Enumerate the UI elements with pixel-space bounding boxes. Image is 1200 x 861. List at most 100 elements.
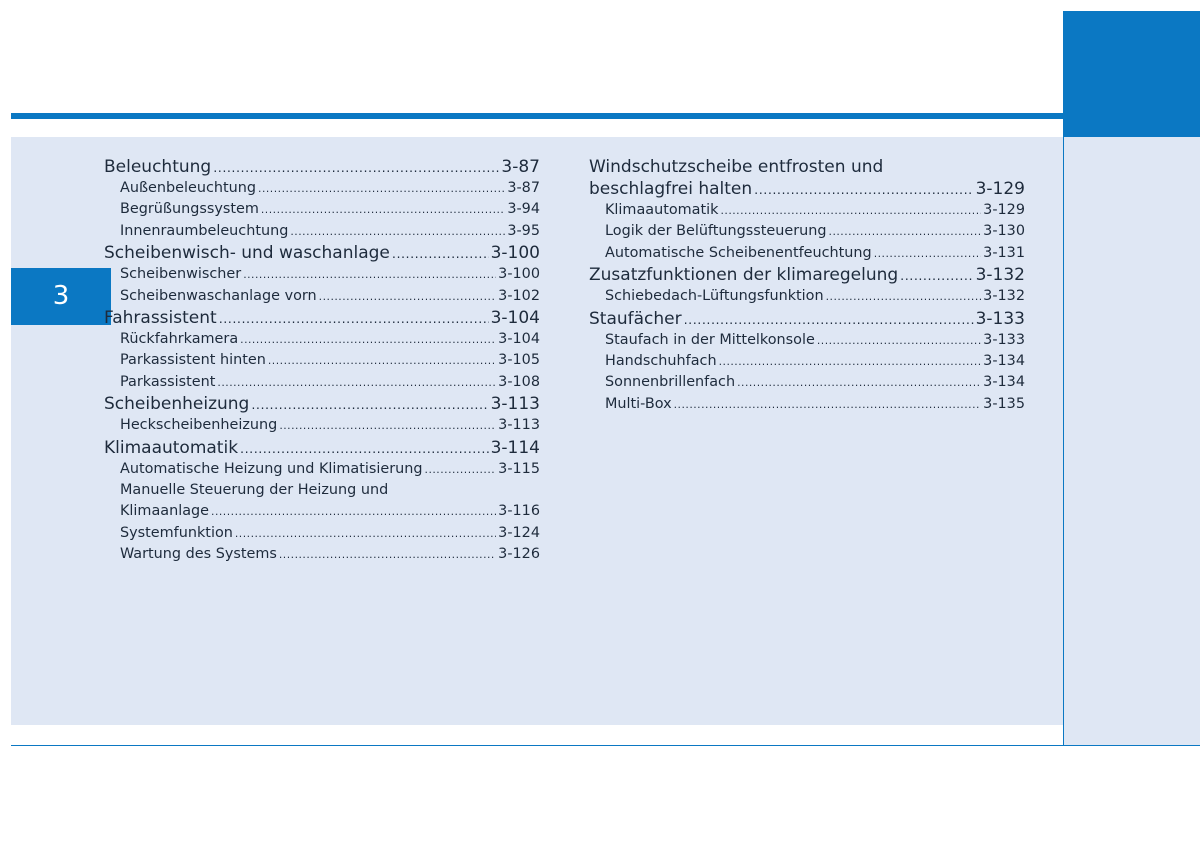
- dot-leader: [211, 501, 496, 522]
- toc-entry-title: Staufächer: [589, 308, 682, 329]
- toc-entry-title: Manuelle Steuerung der Heizung und: [120, 481, 389, 498]
- toc-page-number: 3-133: [983, 331, 1025, 348]
- dot-leader: [217, 372, 496, 393]
- toc-entry-title: Scheibenwisch- und waschanlage: [104, 243, 390, 264]
- dot-leader: [219, 309, 489, 331]
- toc-entry-title: Rückfahrkamera: [120, 330, 239, 347]
- toc-page-number: 3-133: [975, 308, 1025, 329]
- toc-subsection-entry[interactable]: Klimaautomatik 3-129: [589, 200, 1025, 221]
- toc-page-number: 3-132: [983, 288, 1025, 305]
- toc-subsection-entry[interactable]: Systemfunktion 3-124: [104, 523, 540, 544]
- toc-section-entry[interactable]: Klimaautomatik 3-114: [104, 437, 540, 459]
- toc-right-column: Windschutzscheibe entfrosten und beschlag…: [589, 156, 1025, 415]
- side-divider: [1063, 137, 1064, 745]
- toc-entry-title: Fahrassistent: [104, 307, 217, 328]
- toc-subsection-entry[interactable]: Klimaanlage 3-116: [104, 501, 540, 522]
- toc-subsection-entry[interactable]: Schiebedach-Lüftungsfunktion 3-132: [589, 286, 1025, 307]
- toc-subsection-entry[interactable]: Handschuhfach 3-134: [589, 351, 1025, 372]
- toc-page-number: 3-113: [498, 417, 540, 434]
- toc-subsection-entry[interactable]: Staufach in der Mittelkonsole 3-133: [589, 330, 1025, 351]
- toc-page-number: 3-95: [507, 222, 540, 239]
- toc-subsection-entry[interactable]: Automatische Heizung und Klimatisierung 3…: [104, 459, 540, 480]
- toc-entry-title: Parkassistent: [120, 373, 216, 390]
- dot-leader: [817, 330, 981, 351]
- toc-subsection-entry[interactable]: Sonnenbrillenfach 3-134: [589, 372, 1025, 393]
- toc-subsection-entry[interactable]: Scheibenwaschanlage vorn 3-102: [104, 286, 540, 307]
- toc-section-entry[interactable]: Zusatzfunktionen der klimaregelung 3-132: [589, 264, 1025, 286]
- toc-entry-title: Klimaautomatik: [104, 437, 239, 458]
- toc-subsection-entry[interactable]: Rückfahrkamera 3-104: [104, 329, 540, 350]
- toc-subsection-entry[interactable]: Außenbeleuchtung 3-87: [104, 178, 540, 199]
- toc-entry-title: Innenraumbeleuchtung: [120, 222, 289, 239]
- toc-page-number: 3-124: [498, 524, 540, 541]
- toc-entry-title: Außenbeleuchtung: [120, 180, 257, 196]
- toc-page-number: 3-102: [498, 287, 540, 304]
- header-rule: [11, 113, 1063, 119]
- toc-entry-title: Scheibenheizung: [104, 394, 250, 415]
- toc-subsection-entry[interactable]: Multi-Box 3-135: [589, 394, 1025, 415]
- toc-page-number: 3-87: [507, 180, 540, 196]
- dot-leader: [684, 310, 974, 332]
- toc-entry-title: Automatische Heizung und Klimatisierung: [120, 460, 423, 477]
- toc-subsection-entry[interactable]: Manuelle Steuerung der Heizung und: [104, 480, 540, 501]
- chapter-number: 3: [52, 281, 70, 311]
- toc-subsection-entry[interactable]: Scheibenwischer 3-100: [104, 264, 540, 285]
- toc-page-number: 3-134: [983, 352, 1025, 369]
- toc-subsection-entry[interactable]: Begrüßungssystem 3-94: [104, 199, 540, 220]
- dot-leader: [737, 372, 981, 393]
- toc-page-number: 3-135: [983, 395, 1025, 412]
- dot-leader: [392, 244, 489, 266]
- toc-subsection-entry[interactable]: Parkassistent hinten 3-105: [104, 350, 540, 371]
- toc-section-entry[interactable]: Beleuchtung 3-87: [104, 156, 540, 178]
- toc-page-number: 3-94: [507, 201, 540, 218]
- toc-subsection-entry[interactable]: Heckscheibenheizung 3-113: [104, 415, 540, 436]
- toc-entry-title: Logik der Belüftungssteuerung: [605, 223, 827, 240]
- toc-entry-title: Wartung des Systems: [120, 546, 277, 563]
- dot-leader: [258, 178, 505, 199]
- toc-entry-title: beschlagfrei halten: [589, 179, 753, 199]
- toc-entry-title: Staufach in der Mittelkonsole: [605, 331, 815, 348]
- dot-leader: [251, 395, 488, 417]
- dot-leader: [829, 221, 982, 242]
- toc-entry-title: Klimaautomatik: [605, 202, 719, 218]
- footer-rule: [11, 745, 1200, 746]
- toc-section-entry[interactable]: Fahrassistent 3-104: [104, 307, 540, 329]
- toc-section-entry[interactable]: Scheibenheizung 3-113: [104, 393, 540, 415]
- dot-leader: [268, 350, 496, 371]
- toc-page-number: 3-131: [983, 244, 1025, 261]
- toc-section-entry[interactable]: Staufächer 3-133: [589, 308, 1025, 330]
- side-panel: [1064, 137, 1200, 745]
- dot-leader: [826, 286, 982, 307]
- toc-page-number: 3-126: [498, 546, 540, 563]
- toc-section-entry[interactable]: Scheibenwisch- und waschanlage 3-100: [104, 242, 540, 264]
- dot-leader: [240, 439, 489, 461]
- toc-entry-title: Begrüßungssystem: [120, 201, 259, 218]
- toc-entry-title: Schiebedach-Lüftungsfunktion: [605, 288, 824, 305]
- toc-entry-title: Multi-Box: [605, 395, 672, 412]
- toc-entry-title: Scheibenwischer: [120, 266, 242, 283]
- toc-page-number: 3-100: [490, 243, 540, 264]
- toc-subsection-entry[interactable]: Parkassistent 3-108: [104, 372, 540, 393]
- dot-leader: [279, 544, 496, 565]
- toc-entry-title: Zusatzfunktionen der klimaregelung: [589, 265, 899, 286]
- toc-page-number: 3-116: [498, 503, 540, 520]
- toc-subsection-entry[interactable]: Innenraumbeleuchtung 3-95: [104, 221, 540, 242]
- dot-leader: [235, 523, 496, 544]
- dot-leader: [720, 200, 981, 221]
- toc-section-entry[interactable]: Windschutzscheibe entfrosten und: [589, 156, 1025, 178]
- toc-page-number: 3-108: [498, 373, 540, 390]
- toc-entry-title: Handschuhfach: [605, 352, 717, 369]
- toc-page-number: 3-114: [490, 437, 540, 458]
- toc-page-number: 3-115: [498, 460, 540, 477]
- toc-subsection-entry[interactable]: Automatische Scheibenentfeuchtung 3-131: [589, 243, 1025, 264]
- dot-leader: [261, 199, 505, 220]
- dot-leader: [874, 243, 981, 264]
- toc-page-number: 3-100: [498, 266, 540, 283]
- dot-leader: [425, 459, 497, 480]
- toc-page-number: 3-129: [975, 179, 1025, 199]
- toc-section-entry[interactable]: beschlagfrei halten 3-129: [589, 178, 1025, 200]
- toc-subsection-entry[interactable]: Logik der Belüftungssteuerung 3-130: [589, 221, 1025, 242]
- toc-entry-title: Parkassistent hinten: [120, 352, 266, 369]
- toc-subsection-entry[interactable]: Wartung des Systems 3-126: [104, 544, 540, 565]
- toc-entry-title: Heckscheibenheizung: [120, 417, 278, 434]
